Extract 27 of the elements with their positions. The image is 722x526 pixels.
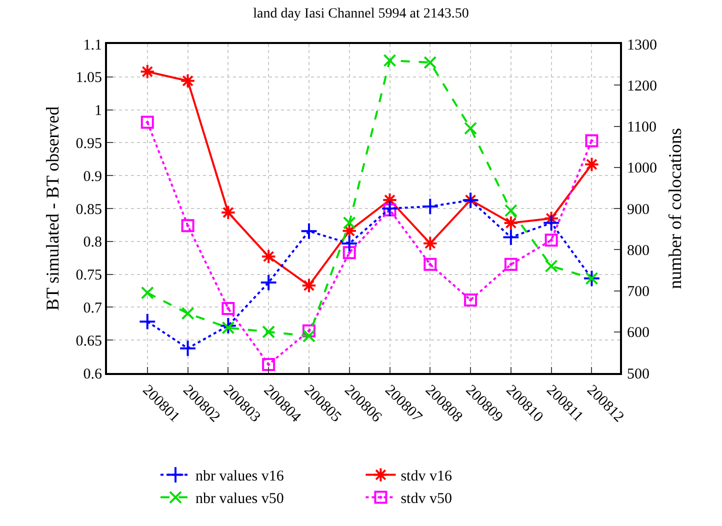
y2-tick-label: 1000 — [627, 160, 657, 177]
legend-label: nbr values v16 — [196, 468, 284, 485]
y-tick-label: 0.7 — [83, 300, 102, 316]
y2-tick-label: 700 — [627, 284, 650, 300]
y-tick-label: 0.8 — [83, 234, 102, 251]
y2-tick-label: 800 — [627, 242, 650, 259]
y-tick-label: 1 — [94, 103, 102, 120]
y-tick-label: 1.1 — [83, 37, 102, 54]
y-tick-label: 0.9 — [83, 168, 102, 185]
legend-label: stdv v16 — [400, 468, 452, 485]
y2-tick-label: 600 — [627, 325, 650, 342]
y-axis-title: BT simulated - BT observed — [42, 106, 62, 311]
y2-tick-label: 1300 — [627, 37, 657, 54]
y-tick-label: 0.65 — [76, 333, 102, 350]
legend-label: nbr values v50 — [196, 491, 284, 508]
y-tick-label: 1.05 — [76, 70, 102, 86]
y2-axis-title: number of colocations — [665, 128, 686, 289]
y2-tick-label: 1100 — [627, 120, 656, 136]
y2-tick-label: 500 — [627, 366, 650, 382]
y-tick-label: 0.95 — [76, 136, 102, 152]
chart-title: land day Iasi Channel 5994 at 2143.50 — [253, 6, 469, 22]
y-tick-label: 0.85 — [76, 202, 102, 218]
y-tick-label: 0.6 — [83, 366, 102, 382]
y-tick-label: 0.75 — [76, 268, 102, 284]
y2-tick-label: 1200 — [627, 78, 657, 94]
legend-label: stdv v50 — [400, 491, 452, 508]
y2-tick-label: 900 — [627, 202, 650, 218]
